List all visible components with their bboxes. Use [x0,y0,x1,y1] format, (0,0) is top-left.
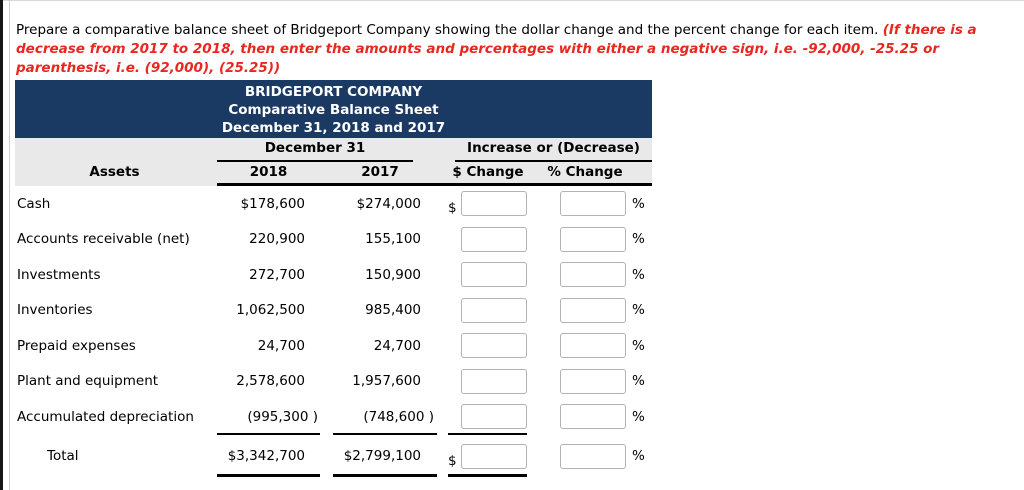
percent-change-input[interactable] [560,226,626,252]
dollar-change-input[interactable] [461,443,527,469]
row-label: Accounts receivable (net) [17,231,190,248]
amount-2018: $178,600 [240,195,305,212]
percent-symbol: % [632,447,645,464]
amount-2018: (995,300 ) [247,408,318,425]
amount-2017: $274,000 [356,195,421,212]
dollar-change-input[interactable] [461,226,527,252]
percent-change-input[interactable] [560,297,626,323]
row-inventories: Inventories 1,062,500 985,400 % [15,293,652,329]
column-group-december-31: December 31 [264,140,366,156]
percent-symbol: % [632,266,645,283]
row-prepaid-expenses: Prepaid expenses 24,700 24,700 % [15,328,652,364]
instruction-main: Prepare a comparative balance sheet of B… [16,21,883,38]
column-group-increase-decrease: Increase or (Decrease) [467,140,640,156]
dollar-change-input[interactable] [461,297,527,323]
subtotal-rule [333,432,437,435]
row-label: Prepaid expenses [17,337,136,354]
row-label: Accumulated depreciation [17,408,194,425]
instruction-text: Prepare a comparative balance sheet of B… [16,21,1018,78]
row-total: Total $3,342,700 $2,799,100 $ % [15,435,652,477]
company-name: BRIDGEPORT COMPANY [244,84,423,100]
percent-change-input[interactable] [560,191,626,216]
row-label: Plant and equipment [17,373,159,390]
row-cash: Cash $178,600 $274,000 $ % [15,186,652,222]
row-investments: Investments 272,700 150,900 % [15,257,652,293]
amount-2018: 2,578,600 [236,373,305,390]
percent-symbol: % [632,195,645,212]
column-header-percent-change: % Change [547,164,623,180]
header-rule [217,183,652,186]
dollar-change-input[interactable] [461,333,527,358]
row-accounts-receivable-net: Accounts receivable (net) 220,900 155,10… [15,222,652,258]
dollar-change-input[interactable] [461,262,527,287]
instruction-note: (If there is a decrease from 2017 to 201… [16,21,977,76]
amount-2018: 24,700 [257,337,305,354]
total-double-rule [333,473,437,477]
underline-increase-decrease [455,160,652,162]
percent-change-input[interactable] [560,404,626,429]
dollar-change-input[interactable] [461,368,527,394]
balance-sheet-rows: Cash $178,600 $274,000 $ % Accounts rece… [15,186,652,477]
row-plant-and-equipment: Plant and equipment 2,578,600 1,957,600 … [15,364,652,400]
statement-banner: BRIDGEPORT COMPANY Comparative Balance S… [15,80,652,138]
subtotal-rule [217,432,320,435]
percent-change-input[interactable] [560,262,626,287]
percent-symbol: % [632,231,645,248]
amount-2018: 220,900 [249,231,305,248]
page-top-border [0,0,1024,1]
column-header-2018: 2018 [249,164,288,180]
amount-2017: 1,957,600 [352,373,421,390]
section-header-assets: Assets [89,164,140,180]
dollar-symbol: $ [448,199,457,216]
total-double-rule [448,473,527,477]
percent-symbol: % [632,302,645,319]
subtotal-rule [448,432,527,435]
column-header-dollar-change: $ Change [452,164,524,180]
percent-change-input[interactable] [560,443,626,469]
percent-symbol: % [632,408,645,425]
dollar-change-input[interactable] [461,191,527,216]
percent-change-input[interactable] [560,333,626,358]
statement-title: Comparative Balance Sheet [228,102,439,118]
row-label: Cash [17,195,51,212]
page-left-border [0,0,3,490]
amount-2017: 155,100 [365,231,421,248]
percent-symbol: % [632,373,645,390]
column-header-2017: 2017 [361,164,399,180]
dollar-change-input[interactable] [461,404,527,429]
amount-2017: 24,700 [373,337,421,354]
page-inner-rule [9,0,10,490]
row-label: Inventories [17,302,93,319]
amount-2017: $2,799,100 [343,447,421,464]
column-headers: December 31 Increase or (Decrease) Asset… [15,138,652,186]
amount-2017: 985,400 [365,302,421,319]
underline-december-31 [217,160,413,162]
dollar-symbol: $ [448,452,457,469]
amount-2018: 1,062,500 [236,302,305,319]
comparative-balance-sheet: BRIDGEPORT COMPANY Comparative Balance S… [15,80,652,477]
amount-2018: 272,700 [249,266,305,283]
percent-change-input[interactable] [560,368,626,394]
amount-2017: 150,900 [365,266,421,283]
statement-period: December 31, 2018 and 2017 [221,120,446,136]
amount-2018: $3,342,700 [227,447,305,464]
row-accumulated-depreciation: Accumulated depreciation (995,300 ) (748… [15,399,652,435]
amount-2017: (748,600 ) [363,408,434,425]
row-label: Investments [17,266,101,283]
percent-symbol: % [632,337,645,354]
total-double-rule [217,473,320,477]
row-label: Total [47,447,79,464]
